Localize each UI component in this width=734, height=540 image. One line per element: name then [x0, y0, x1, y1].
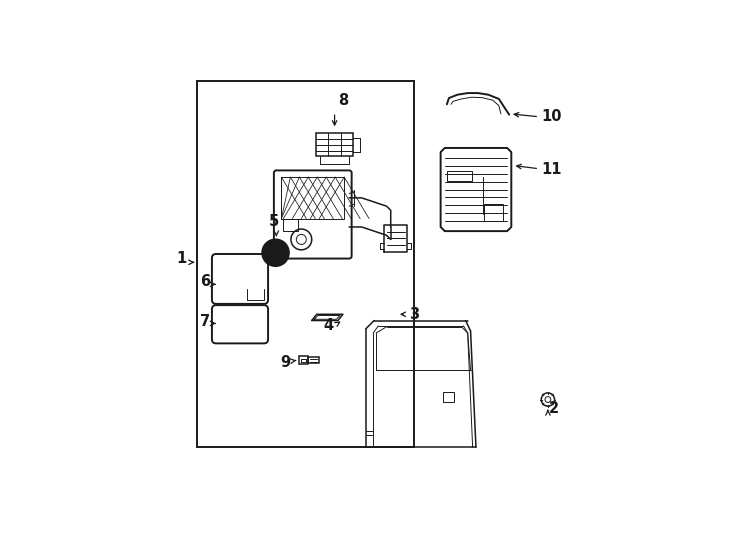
Text: 8: 8	[338, 93, 348, 109]
Text: 3: 3	[409, 307, 418, 322]
Bar	[197, 82, 413, 447]
Circle shape	[262, 239, 289, 266]
Text: 6: 6	[200, 274, 210, 289]
Text: 1: 1	[176, 251, 186, 266]
Circle shape	[272, 249, 280, 256]
Text: 11: 11	[542, 162, 562, 177]
Bar	[308, 357, 319, 363]
Bar	[281, 177, 344, 219]
Bar	[299, 356, 308, 364]
FancyBboxPatch shape	[212, 305, 268, 343]
Text: 2: 2	[548, 401, 559, 416]
Text: 4: 4	[324, 318, 334, 333]
Bar	[484, 204, 504, 221]
Text: 7: 7	[200, 314, 210, 329]
Bar	[443, 393, 454, 402]
Text: 9: 9	[280, 355, 291, 369]
FancyBboxPatch shape	[212, 254, 268, 304]
Text: 5: 5	[269, 214, 280, 229]
Bar	[283, 219, 299, 231]
Text: 10: 10	[542, 109, 562, 124]
Bar	[316, 133, 353, 156]
Bar	[447, 171, 472, 181]
